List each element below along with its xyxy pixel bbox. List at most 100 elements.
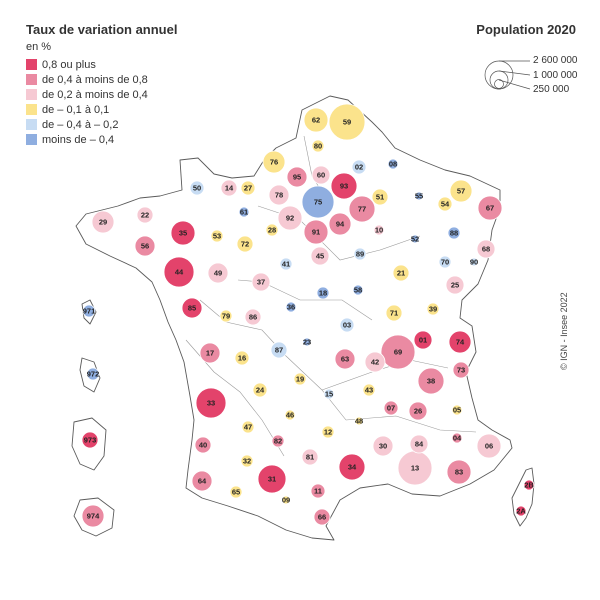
- department-bubble-15: [323, 388, 335, 400]
- department-label-33: 33: [207, 399, 215, 408]
- department-label-973: 973: [84, 436, 97, 445]
- department-label-86: 86: [249, 313, 257, 322]
- department-bubble-973: [81, 431, 99, 449]
- department-bubble-30: [372, 435, 394, 457]
- department-label-44: 44: [175, 268, 184, 277]
- department-label-58: 58: [354, 286, 362, 295]
- mainland-outline: [75, 95, 513, 541]
- department-label-11: 11: [314, 487, 322, 496]
- department-label-03: 03: [343, 321, 351, 330]
- department-bubble-33: [195, 387, 227, 419]
- department-bubble-26: [408, 401, 428, 421]
- department-label-02: 02: [355, 163, 363, 172]
- pop-value-medium: 1 000 000: [533, 69, 578, 81]
- department-bubble-22: [136, 206, 154, 224]
- department-bubble-31: [257, 464, 287, 494]
- department-label-974: 974: [87, 512, 100, 521]
- department-bubble-66: [313, 508, 331, 526]
- department-bubble-53: [210, 229, 224, 243]
- department-label-25: 25: [451, 281, 459, 290]
- department-bubble-23: [302, 337, 312, 347]
- department-label-92: 92: [286, 214, 294, 223]
- legend-class-2: de 0,2 à moins de 0,4: [26, 87, 148, 102]
- department-label-45: 45: [316, 252, 324, 261]
- department-bubble-2B: [523, 479, 535, 491]
- department-label-61: 61: [240, 208, 248, 217]
- pop-value-small: 250 000: [533, 84, 570, 95]
- department-bubble-76: [262, 150, 286, 174]
- department-label-32: 32: [243, 457, 251, 466]
- legend-swatch: [26, 59, 37, 70]
- department-bubble-88: [447, 226, 461, 240]
- department-label-55: 55: [415, 192, 423, 201]
- department-label-95: 95: [293, 173, 301, 182]
- department-label-79: 79: [222, 312, 230, 321]
- department-label-73: 73: [457, 366, 465, 375]
- department-label-71: 71: [390, 309, 398, 318]
- department-bubble-43: [362, 383, 376, 397]
- department-label-51: 51: [376, 193, 384, 202]
- corsica-outline: [511, 467, 535, 527]
- department-label-67: 67: [486, 204, 494, 213]
- department-bubble-29: [91, 210, 115, 234]
- department-label-50: 50: [193, 184, 201, 193]
- department-bubble-79: [219, 309, 233, 323]
- department-label-34: 34: [348, 463, 357, 472]
- department-label-62: 62: [312, 116, 320, 125]
- department-label-09: 09: [282, 496, 290, 505]
- department-label-42: 42: [371, 358, 379, 367]
- legend-swatch: [26, 104, 37, 115]
- department-bubble-57: [449, 179, 473, 203]
- department-label-16: 16: [238, 354, 246, 363]
- department-bubble-12: [321, 425, 335, 439]
- department-label-29: 29: [99, 218, 107, 227]
- pop-legend-circle-small: [494, 79, 504, 89]
- department-bubble-11: [310, 483, 326, 499]
- department-label-46: 46: [286, 411, 294, 420]
- department-bubble-41: [279, 257, 293, 271]
- guadeloupe-outline: [81, 299, 97, 325]
- department-label-75: 75: [314, 198, 322, 207]
- department-label-77: 77: [358, 205, 366, 214]
- department-bubble-34: [338, 453, 366, 481]
- department-bubble-84: [409, 434, 429, 454]
- department-label-07: 07: [387, 404, 395, 413]
- department-bubble-36: [285, 301, 297, 313]
- department-bubble-08: [387, 158, 399, 170]
- department-bubble-05: [451, 404, 463, 416]
- department-label-87: 87: [275, 346, 283, 355]
- department-bubble-82: [271, 434, 285, 448]
- department-label-76: 76: [270, 158, 278, 167]
- department-label-26: 26: [414, 407, 422, 416]
- department-label-27: 27: [244, 184, 252, 193]
- pop-value-large: 2 600 000: [533, 55, 578, 66]
- department-label-91: 91: [312, 228, 320, 237]
- department-label-24: 24: [256, 386, 265, 395]
- department-bubble-68: [476, 239, 496, 259]
- department-label-59: 59: [343, 118, 351, 127]
- department-bubble-58: [352, 284, 364, 296]
- department-bubble-38: [417, 367, 445, 395]
- department-label-85: 85: [188, 304, 196, 313]
- department-label-82: 82: [274, 437, 282, 446]
- department-bubble-59: [328, 103, 366, 141]
- department-label-19: 19: [296, 375, 304, 384]
- department-bubble-971: [82, 304, 96, 318]
- department-label-93: 93: [340, 182, 348, 191]
- department-bubble-70: [438, 255, 452, 269]
- department-bubble-25: [445, 275, 465, 295]
- population-legend-values: 2 600 000 1 000 000 250 000: [533, 54, 578, 98]
- department-bubble-51: [371, 188, 389, 206]
- department-bubble-77: [348, 195, 376, 223]
- department-label-63: 63: [341, 355, 349, 364]
- legend-class-4: de – 0,4 à – 0,2: [26, 117, 148, 132]
- credit-text: © IGN - Insee 2022: [559, 292, 569, 370]
- department-label-80: 80: [314, 142, 322, 151]
- legend-title: Taux de variation annuel: [26, 22, 178, 37]
- department-label-28: 28: [268, 226, 276, 235]
- department-bubble-62: [303, 107, 329, 133]
- department-bubble-56: [134, 235, 156, 257]
- department-bubble-54: [437, 196, 453, 212]
- department-bubble-48: [354, 416, 364, 426]
- department-label-2B: 2B: [524, 481, 534, 490]
